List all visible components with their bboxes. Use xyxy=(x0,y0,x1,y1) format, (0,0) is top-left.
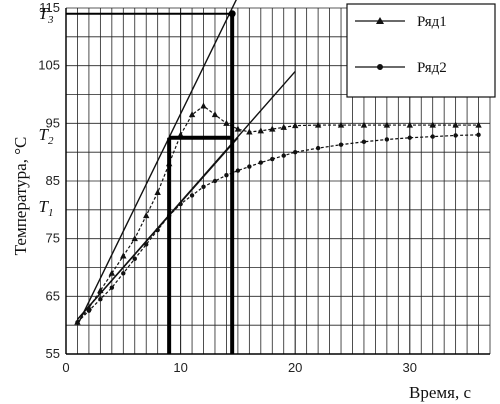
series-2-point xyxy=(178,201,183,207)
temperature-marker-label: T3 xyxy=(39,4,54,26)
series-1-point xyxy=(211,111,219,118)
legend-marker-circle xyxy=(377,64,383,70)
series-2-point xyxy=(235,168,241,173)
grid xyxy=(65,7,491,355)
series-2-point xyxy=(201,184,206,189)
y-tick-label: 105 xyxy=(38,58,60,73)
series-line-1 xyxy=(76,105,479,323)
x-axis-title: Время, с xyxy=(409,383,471,402)
series-2-point xyxy=(189,193,195,198)
temperature-marker-label: T1 xyxy=(39,197,54,219)
series-1-point xyxy=(452,121,459,128)
series-1-point xyxy=(314,121,322,128)
t3-point-marker xyxy=(228,10,236,18)
annotations: T3 T2 T1 xyxy=(39,4,54,219)
y-tick-label: 75 xyxy=(46,231,60,246)
series-2-point xyxy=(258,160,264,165)
y-axis-ticks: 55 65 75 85 95 105 115 xyxy=(38,0,60,361)
series-1-point xyxy=(108,269,116,276)
legend: Ряд1 Ряд2 xyxy=(346,3,496,98)
series-1-point xyxy=(154,189,161,196)
series-2-point xyxy=(384,137,390,142)
series-1-point xyxy=(200,102,207,109)
series-2-point xyxy=(430,134,435,139)
y-tick-label: 55 xyxy=(46,346,60,361)
series-2-point xyxy=(109,285,115,290)
series-2-point xyxy=(155,227,160,233)
series-2-point xyxy=(224,173,229,178)
series-1-point xyxy=(85,304,93,311)
series-1-point xyxy=(280,123,287,130)
series-1-point xyxy=(234,125,242,132)
series-1-point xyxy=(383,121,391,128)
series-2-point xyxy=(121,271,126,276)
construction-lines xyxy=(66,10,236,354)
series-1-point xyxy=(337,121,345,128)
series-1-point xyxy=(429,121,436,128)
series-1-point xyxy=(223,119,230,126)
series-2-point xyxy=(132,256,137,262)
x-tick-label: 20 xyxy=(288,360,302,375)
series-2-point xyxy=(98,297,103,302)
legend-label-2: Ряд2 xyxy=(417,60,447,76)
y-tick-label: 95 xyxy=(46,115,60,130)
y-axis-title: Температура, °C xyxy=(11,137,30,256)
x-tick-label: 30 xyxy=(403,360,417,375)
series-2-point xyxy=(476,132,481,138)
series-2-point xyxy=(338,142,344,147)
legend-box xyxy=(346,3,496,98)
series-2-point xyxy=(361,139,367,144)
series-1-point xyxy=(97,287,104,294)
series-1-point xyxy=(360,121,368,128)
series-1-point xyxy=(246,128,253,135)
series-1-point xyxy=(143,212,150,219)
series-2-point xyxy=(86,308,92,313)
tangent-line xyxy=(76,0,237,326)
x-axis-ticks: 0 10 20 30 xyxy=(62,360,417,375)
legend-marker-triangle xyxy=(376,17,384,24)
y-tick-label: 115 xyxy=(39,0,60,15)
temperature-marker-label: T2 xyxy=(39,125,54,147)
series-line-2 xyxy=(77,134,479,323)
x-tick-label: 0 xyxy=(62,360,69,375)
series-1-point xyxy=(131,235,138,242)
series-2-point xyxy=(212,178,218,184)
series-2-point xyxy=(270,156,275,162)
series-2-point xyxy=(453,133,458,138)
series-2-point xyxy=(75,320,80,325)
series-2-point xyxy=(144,242,149,247)
series-2-point xyxy=(315,145,321,151)
series-1-point xyxy=(406,121,413,128)
series-2-point xyxy=(292,149,298,155)
series-1-point xyxy=(291,122,299,129)
series-1-point xyxy=(120,252,127,259)
series-1-point xyxy=(475,121,482,128)
legend-label-1: Ряд1 xyxy=(417,14,447,30)
series-2-point xyxy=(281,153,286,158)
y-tick-label: 85 xyxy=(46,173,60,188)
series-lines xyxy=(74,102,482,325)
series-1-point xyxy=(269,125,276,132)
series-2-point xyxy=(407,135,412,140)
series-1-point xyxy=(188,111,196,118)
series-2-point xyxy=(247,164,252,169)
y-tick-label: 65 xyxy=(46,288,60,303)
x-tick-label: 10 xyxy=(173,360,187,375)
series-1-point xyxy=(257,127,265,134)
